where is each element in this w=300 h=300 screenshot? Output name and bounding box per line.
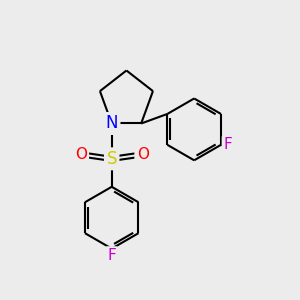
Text: F: F	[107, 248, 116, 263]
Text: O: O	[75, 147, 87, 162]
Text: F: F	[224, 137, 233, 152]
Text: S: S	[106, 150, 117, 168]
Text: N: N	[106, 115, 118, 133]
Text: O: O	[136, 147, 148, 162]
